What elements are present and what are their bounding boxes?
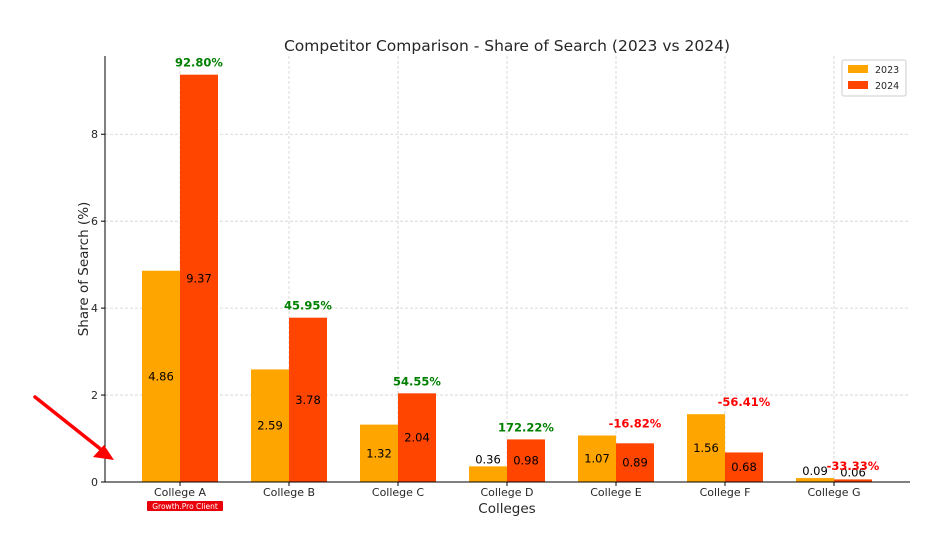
bar-2024 — [180, 74, 218, 482]
bar-2023 — [687, 414, 725, 482]
change-label: -56.41% — [718, 395, 771, 409]
client-annotation: Growth.Pro Client — [33, 395, 223, 511]
bar-2024 — [725, 452, 763, 482]
bar-2023 — [360, 424, 398, 482]
legend: 2023 2024 — [841, 59, 907, 97]
bars — [142, 74, 872, 482]
y-tick-label: 4 — [91, 302, 98, 315]
bar-2024 — [507, 439, 545, 482]
x-tick-label: College E — [590, 486, 642, 499]
bar-value-label: 4.86 — [148, 369, 174, 383]
x-tick-label: College A — [154, 486, 207, 499]
chart-title: Competitor Comparison - Share of Search … — [284, 37, 730, 55]
change-label: -33.33% — [827, 459, 880, 473]
x-tick-label: College D — [480, 486, 533, 499]
bar-2023 — [578, 435, 616, 482]
bar-2023 — [796, 478, 834, 482]
change-label: 172.22% — [498, 420, 554, 434]
bar-2024 — [616, 443, 654, 482]
bar-value-label: 0.89 — [622, 456, 648, 470]
bar-value-label: 1.32 — [366, 446, 392, 460]
client-badge — [147, 501, 223, 511]
pointer-arrow-head — [93, 445, 114, 460]
y-axis-label: Share of Search (%) — [76, 202, 92, 337]
legend-swatch-2023 — [848, 65, 868, 73]
legend-label-2024: 2024 — [875, 81, 899, 92]
bar-value-label: 1.07 — [584, 452, 610, 466]
pointer-arrow-shaft — [33, 395, 105, 453]
bar-2023 — [469, 466, 507, 482]
bar-value-label: 0.36 — [475, 452, 501, 466]
x-tick-label: College G — [807, 486, 860, 499]
bar-2023 — [142, 270, 180, 482]
change-label: 45.95% — [284, 299, 332, 313]
bar-2024 — [398, 393, 436, 482]
client-badge-text: Growth.Pro Client — [152, 502, 218, 511]
axes: 0 2 4 6 8 College A College B College C College … — [91, 56, 910, 499]
legend-label-2023: 2023 — [875, 65, 899, 76]
y-tick-label: 2 — [91, 389, 98, 402]
bar-value-label: 2.59 — [257, 419, 283, 433]
bar-value-label: 9.37 — [186, 271, 212, 285]
x-tick-label: College B — [263, 486, 315, 499]
value-labels: 4.86 9.37 92.80% 2.59 3.78 45.95% 1.32 2.04 54.5… — [148, 56, 880, 480]
bar-value-label: 2.04 — [404, 431, 430, 445]
bar-2023 — [251, 369, 289, 482]
change-label: 54.55% — [393, 374, 441, 388]
change-label: -16.82% — [609, 416, 662, 430]
bar-value-label: 3.78 — [295, 393, 321, 407]
bar-2024 — [289, 317, 327, 482]
bar-value-label: 0.09 — [802, 464, 828, 478]
change-label: 92.80% — [175, 56, 223, 70]
y-tick-label: 8 — [91, 128, 98, 141]
legend-swatch-2024 — [848, 81, 868, 89]
bar-value-label: 0.68 — [731, 460, 757, 474]
y-tick-label: 0 — [91, 476, 98, 489]
x-tick-label: College F — [700, 486, 751, 499]
x-axis-label: Colleges — [478, 501, 535, 517]
bar-2024 — [834, 479, 872, 482]
bar-value-label: 0.06 — [840, 465, 866, 479]
bar-value-label: 0.98 — [513, 454, 539, 468]
grid-lines — [105, 56, 910, 482]
x-tick-label: College C — [372, 486, 425, 499]
bar-value-label: 1.56 — [693, 441, 719, 455]
y-tick-label: 6 — [91, 215, 98, 228]
